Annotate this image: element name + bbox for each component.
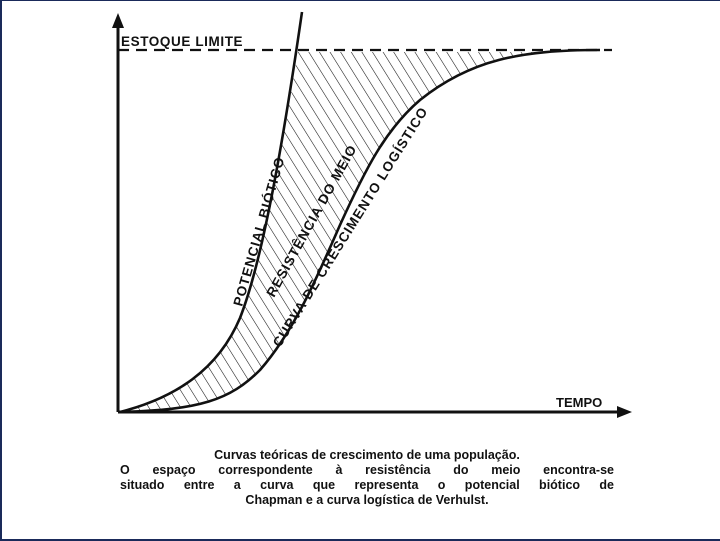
x-axis-label: TEMPO [556,395,602,410]
logistic-curve [119,48,601,414]
y-axis-arrow [112,13,124,28]
figure-caption: Curvas teóricas de crescimento de uma po… [120,448,614,508]
caption-line-3: situado entre a curva que representa o p… [120,478,614,492]
caption-line-1: Curvas teóricas de crescimento de uma po… [214,448,520,462]
resistance-area [120,52,548,412]
caption-line-4: Chapman e a curva logística de Verhulst. [245,493,489,507]
biotic-potential-curve [119,11,304,414]
carrying-capacity-label: ESTOQUE LIMITE [121,34,243,49]
caption-line-2: O espaço correspondente à resistência do… [120,463,614,477]
x-axis-arrow [617,406,632,418]
